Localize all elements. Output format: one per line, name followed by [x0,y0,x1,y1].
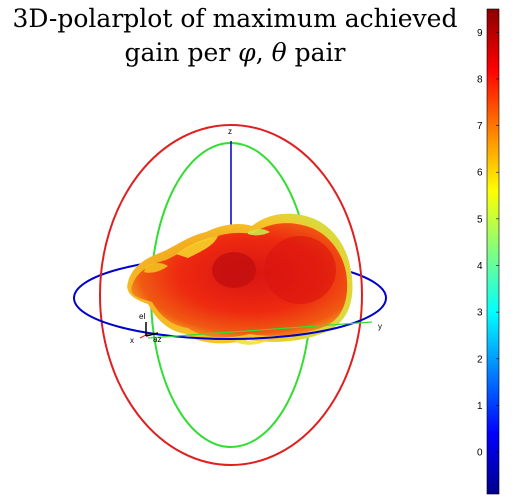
z-axis-label: z [228,127,232,136]
colorbar-tick-label: 6 [477,168,483,179]
title-suffix: pair [286,38,346,67]
colorbar-tick-label: 7 [477,121,483,132]
colorbar-tick-label: 5 [477,214,483,225]
colorbar-tick-label: 9 [477,28,483,39]
colorbar-tick-label: 0 [477,448,483,459]
pattern-yellow-rim-bottom [236,338,268,345]
colorbar-gradient [486,8,500,495]
title-separator: , [255,38,272,67]
elevation-circle-xz [99,124,363,466]
azimuth-circle-front [73,297,387,340]
x-axis-label: x [130,336,134,345]
y-axis-label: y [378,322,382,331]
title-text: gain per [124,38,239,67]
triad-az-label: az [153,335,161,344]
colorbar-tick-label: 8 [477,74,483,85]
triad-az-arrow [145,332,159,337]
triad-el-label: el [139,312,145,321]
pattern-peak-front [264,236,336,304]
origin-triad: el az [139,312,161,344]
colorbar: 0 1 2 3 4 5 6 7 8 9 [477,8,500,495]
pattern-green-rim-top [248,229,270,236]
colorbar-tick-label: 1 [477,401,483,412]
colorbar-ticks: 0 1 2 3 4 5 6 7 8 9 [477,28,499,459]
pattern-peak-highlight [212,252,256,288]
title-phi-symbol: φ [238,38,256,67]
pattern-yellow-rim-top [176,236,218,258]
colorbar-tick-label: 3 [477,308,483,319]
pattern-yellow-rim-left [144,263,168,273]
y-axis-line [147,321,373,339]
chart-title-line-1: 3D-polarplot of maximum achieved [12,4,458,33]
title-theta-symbol: θ [271,38,287,67]
gain-pattern-surface [127,213,353,345]
colorbar-tick-label: 2 [477,354,483,365]
chart-title-line-2: gain per φ, θ pair [0,38,470,68]
colorbar-tick-label: 4 [477,261,483,272]
